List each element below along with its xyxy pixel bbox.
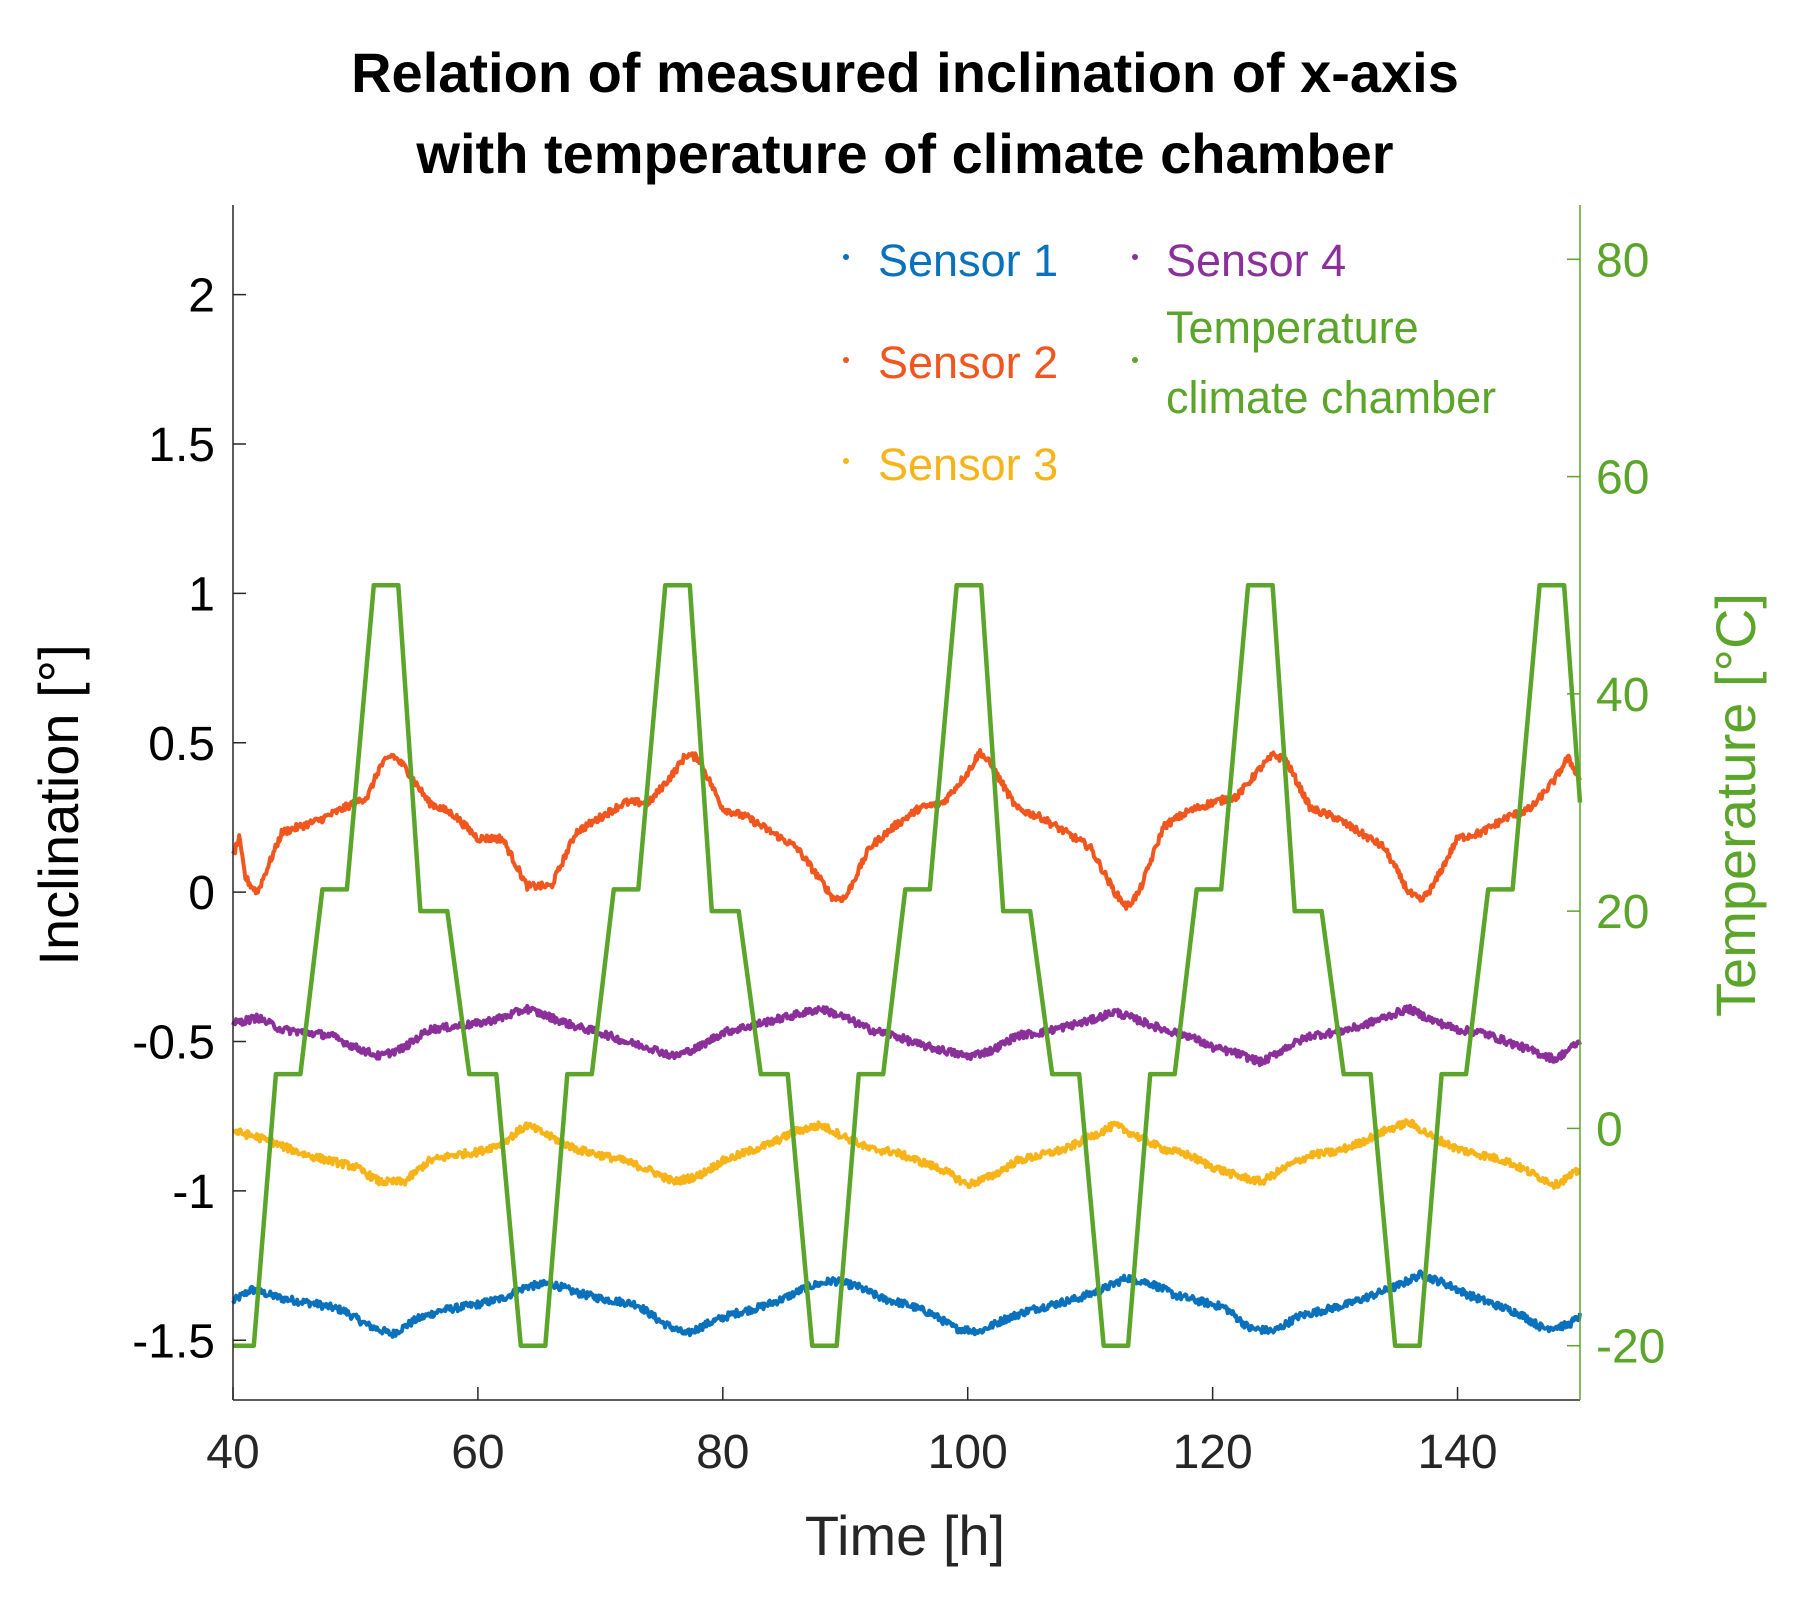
x-axis-label: Time [h] bbox=[805, 1504, 1005, 1567]
legend-label-sensor-4: Sensor 4 bbox=[1166, 235, 1346, 286]
chart-title-line-2: with temperature of climate chamber bbox=[415, 122, 1393, 185]
y-tick-label: -1.5 bbox=[132, 1315, 215, 1368]
legend: Sensor 1 Sensor 2 Sensor 3 Sensor 4 Temp… bbox=[843, 235, 1496, 490]
y2-tick-label: 60 bbox=[1596, 452, 1649, 505]
y-tick-label: 0.5 bbox=[148, 718, 215, 771]
legend-marker-temperature bbox=[1132, 357, 1138, 363]
y2-tick-label: 40 bbox=[1596, 669, 1649, 722]
series-layer bbox=[231, 582, 1583, 1348]
legend-label-sensor-2: Sensor 2 bbox=[878, 337, 1058, 388]
x-tick-label: 140 bbox=[1417, 1426, 1497, 1479]
legend-marker-sensor-3 bbox=[843, 458, 849, 464]
legend-label-sensor-3: Sensor 3 bbox=[878, 439, 1058, 490]
legend-label-temperature-line-1: Temperature bbox=[1166, 302, 1419, 353]
legend-marker-sensor-2 bbox=[843, 357, 849, 363]
y-axis-label: Inclination [°] bbox=[27, 644, 90, 965]
x-tick-label: 40 bbox=[206, 1426, 259, 1479]
x-tick-label: 60 bbox=[451, 1426, 504, 1479]
y2-tick-label: 20 bbox=[1596, 886, 1649, 939]
x-tick-label: 100 bbox=[928, 1426, 1008, 1479]
x-tick-label: 80 bbox=[696, 1426, 749, 1479]
y2-axis-label: Temperature [°C] bbox=[1704, 593, 1767, 1017]
legend-label-temperature-line-2: climate chamber bbox=[1166, 372, 1496, 423]
x-tick-label: 120 bbox=[1173, 1426, 1253, 1479]
series-line-temperature-climate-chamber bbox=[233, 582, 1583, 1348]
series-line-sensor-3 bbox=[232, 1118, 1581, 1190]
y-tick-label: -0.5 bbox=[132, 1017, 215, 1070]
y-tick-label: 1.5 bbox=[148, 419, 215, 472]
y2-tick-label: -20 bbox=[1596, 1321, 1665, 1374]
y2-tick-label: 0 bbox=[1596, 1103, 1623, 1156]
y-tick-label: 2 bbox=[188, 270, 215, 323]
y2-tick-label: 80 bbox=[1596, 234, 1649, 287]
y-tick-label: 1 bbox=[188, 568, 215, 621]
y-tick-label: -1 bbox=[172, 1166, 215, 1219]
legend-marker-sensor-1 bbox=[843, 254, 849, 260]
y-tick-label: 0 bbox=[188, 867, 215, 920]
series-line-sensor-2 bbox=[231, 748, 1582, 911]
legend-marker-sensor-4 bbox=[1132, 254, 1138, 260]
chart-title-line-1: Relation of measured inclination of x-ax… bbox=[351, 41, 1459, 104]
legend-label-sensor-1: Sensor 1 bbox=[878, 235, 1058, 286]
series-line-sensor-1 bbox=[231, 1269, 1582, 1339]
series-line-sensor-4 bbox=[231, 1003, 1582, 1068]
axes-layer: 40 60 80 100 120 140 -1.5 -1 -0.5 0 0.5 1 1.5 2 -20 0 20… bbox=[132, 205, 1665, 1479]
